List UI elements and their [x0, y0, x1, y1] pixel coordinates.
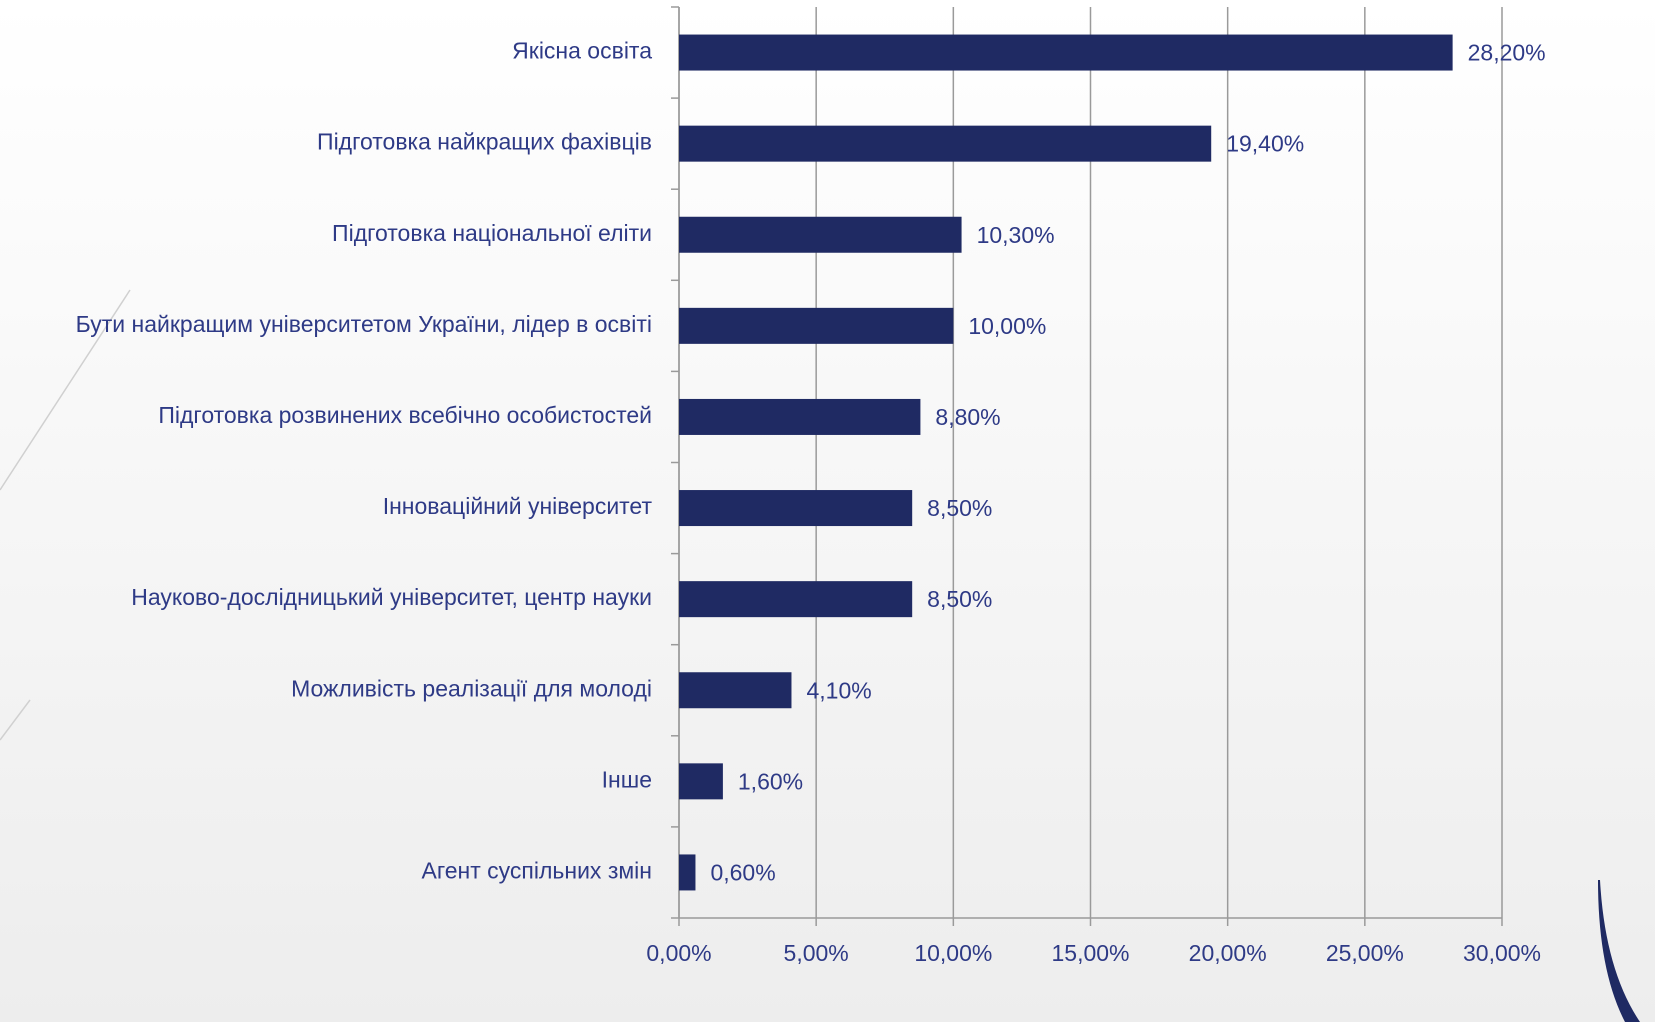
x-tick-label: 5,00%	[784, 940, 849, 966]
plot: 0,00% 5,00% 10,00% 15,00% 20,00% 25,00% 30,00%…	[76, 6, 1546, 966]
data-label: 28,20%	[1468, 40, 1546, 66]
bar	[679, 398, 921, 435]
data-label: 4,10%	[806, 677, 871, 703]
y-tick-label: Інше	[602, 766, 652, 792]
data-label: 10,30%	[977, 222, 1055, 248]
y-tick-label: Бути найкращим університетом України, лі…	[76, 311, 652, 337]
bar	[679, 672, 792, 709]
bar	[679, 490, 913, 527]
y-tick-label: Підготовка розвинених всебічно особистос…	[158, 402, 652, 428]
y-tick-label: Науково-дослідницький університет, центр…	[131, 584, 652, 610]
x-tick-label: 15,00%	[1051, 940, 1129, 966]
y-tick-label: Інноваційний університет	[383, 493, 653, 519]
y-tick-label: Можливість реалізації для молоді	[291, 675, 652, 701]
bar	[679, 854, 696, 891]
bar	[679, 581, 913, 618]
y-tick-label: Підготовка найкращих фахівців	[317, 129, 652, 155]
bar	[679, 763, 723, 800]
decor-line	[0, 289, 131, 491]
y-tick-label: Агент суспільних змін	[422, 858, 652, 884]
data-label: 10,00%	[968, 313, 1046, 339]
decor-curve	[1598, 880, 1640, 1022]
bar	[679, 216, 962, 253]
data-label: 8,80%	[935, 404, 1000, 430]
x-tick-label: 0,00%	[646, 940, 711, 966]
bar	[679, 34, 1453, 71]
data-label: 8,50%	[927, 495, 992, 521]
y-tick-label: Якісна освіта	[512, 38, 652, 64]
bar	[679, 125, 1212, 162]
y-tick-label: Підготовка національної еліти	[332, 220, 652, 246]
x-tick-label: 25,00%	[1326, 940, 1404, 966]
x-tick-label: 30,00%	[1463, 940, 1541, 966]
x-tick-label: 20,00%	[1189, 940, 1267, 966]
bar	[679, 307, 954, 344]
data-label: 1,60%	[738, 768, 803, 794]
data-label: 19,40%	[1226, 131, 1304, 157]
data-label: 0,60%	[710, 860, 775, 886]
decor-line	[0, 699, 31, 741]
x-tick-label: 10,00%	[914, 940, 992, 966]
data-label: 8,50%	[927, 586, 992, 612]
